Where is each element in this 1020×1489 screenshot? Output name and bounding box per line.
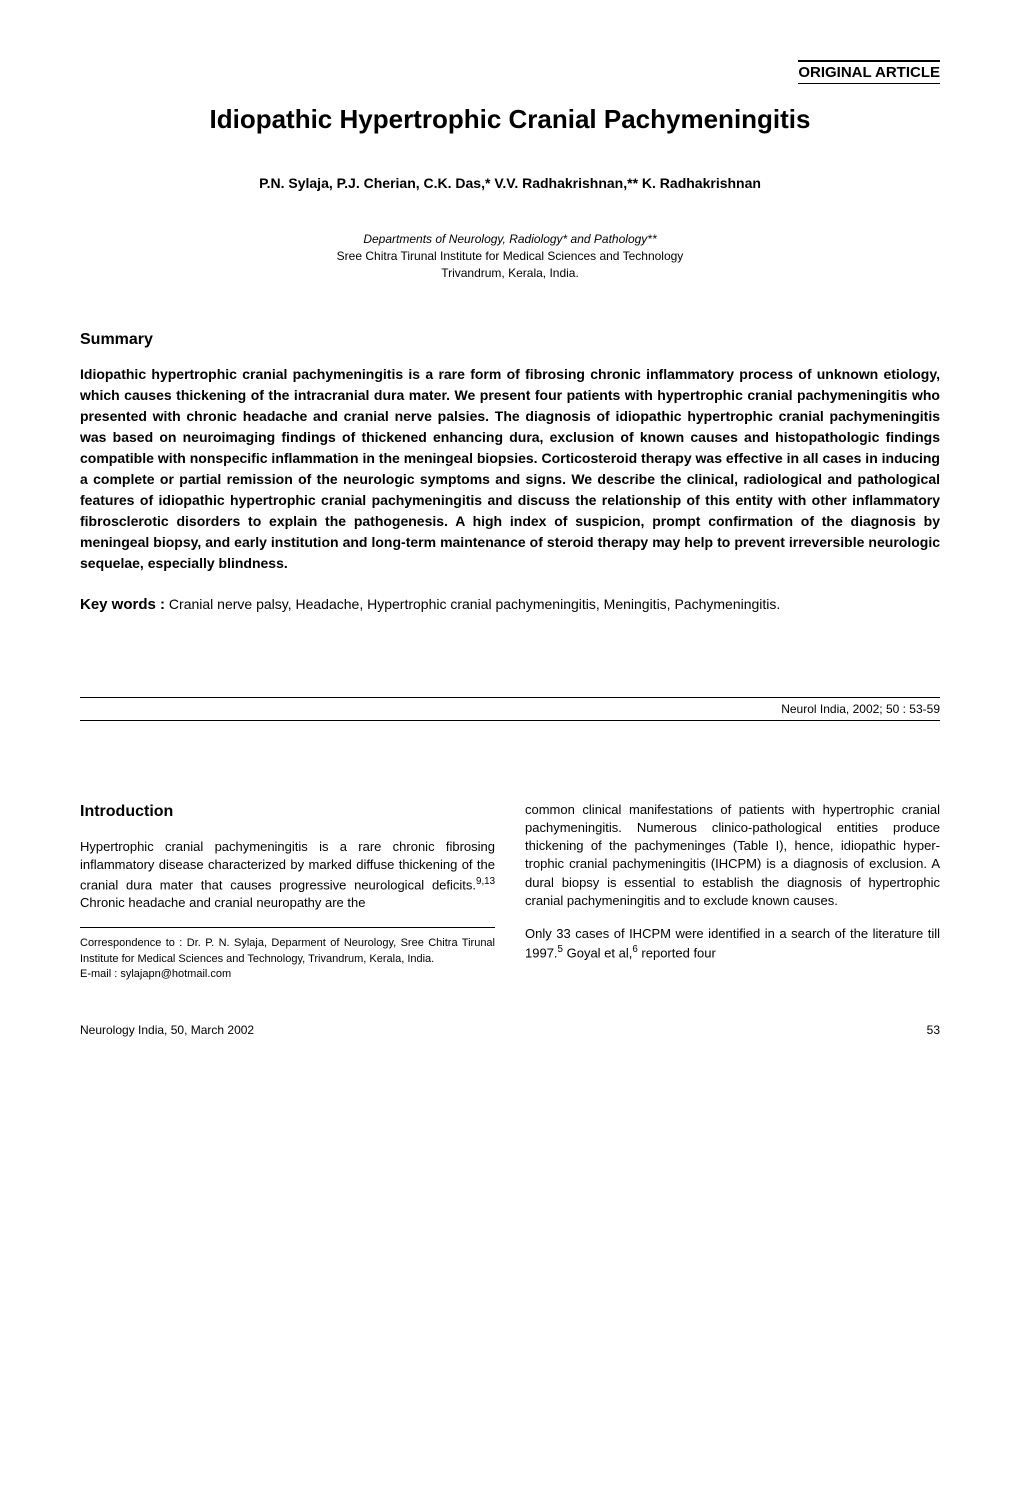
footer-page-number: 53 xyxy=(927,1023,940,1037)
footer-left: Neurology India, 50, March 2002 xyxy=(80,1023,254,1037)
intro-text-3b: Goyal et al, xyxy=(563,946,632,961)
page-footer: Neurology India, 50, March 2002 53 xyxy=(80,1023,940,1037)
citation-bar: Neurol India, 2002; 50 : 53-59 xyxy=(80,697,940,721)
correspondence-email: sylajapn@hotmail.com xyxy=(120,968,231,980)
affiliation-departments: Departments of Neurology, Radiology* and… xyxy=(80,231,940,248)
correspondence-text: Correspondence to : Dr. P. N. Sylaja, De… xyxy=(80,936,495,967)
correspondence-block: Correspondence to : Dr. P. N. Sylaja, De… xyxy=(80,936,495,982)
intro-paragraph-3: Only 33 cases of IHCPM were identified i… xyxy=(525,925,940,963)
article-title: Idiopathic Hypertrophic Cranial Pachymen… xyxy=(80,104,940,135)
affiliation-institute: Sree Chitra Tirunal Institute for Medica… xyxy=(80,248,940,265)
intro-paragraph-2: common clinical manifestations of patien… xyxy=(525,801,940,910)
correspondence-email-line: E-mail : sylajapn@hotmail.com xyxy=(80,967,495,982)
two-column-layout: Introduction Hypertrophic cranial pachym… xyxy=(80,801,940,983)
intro-paragraph-1: Hypertrophic cranial pachymeningitis is … xyxy=(80,838,495,912)
citation-text: Neurol India, 2002; 50 : 53-59 xyxy=(781,702,940,716)
article-type-label: ORIGINAL ARTICLE xyxy=(798,60,940,84)
correspondence-divider xyxy=(80,927,495,928)
keywords-block: Key words : Cranial nerve palsy, Headach… xyxy=(80,594,940,617)
intro-text-1a: Hypertrophic cranial pachymeningitis is … xyxy=(80,839,495,892)
summary-text: Idiopathic hypertrophic cranial pachymen… xyxy=(80,364,940,574)
authors-list: P.N. Sylaja, P.J. Cherian, C.K. Das,* V.… xyxy=(80,175,940,191)
intro-ref-1: 9,13 xyxy=(476,876,495,887)
summary-heading: Summary xyxy=(80,331,940,349)
keywords-label: Key words : xyxy=(80,596,165,613)
right-column: common clinical manifestations of patien… xyxy=(525,801,940,983)
keywords-text: Cranial nerve palsy, Headache, Hypertrop… xyxy=(169,596,780,612)
intro-text-3c: reported four xyxy=(638,946,716,961)
affiliation-block: Departments of Neurology, Radiology* and… xyxy=(80,231,940,281)
left-column: Introduction Hypertrophic cranial pachym… xyxy=(80,801,495,983)
introduction-heading: Introduction xyxy=(80,801,495,823)
correspondence-email-label: E-mail : xyxy=(80,968,120,980)
affiliation-location: Trivandrum, Kerala, India. xyxy=(80,265,940,282)
intro-text-1b: Chronic headache and cranial neuropathy … xyxy=(80,895,365,910)
